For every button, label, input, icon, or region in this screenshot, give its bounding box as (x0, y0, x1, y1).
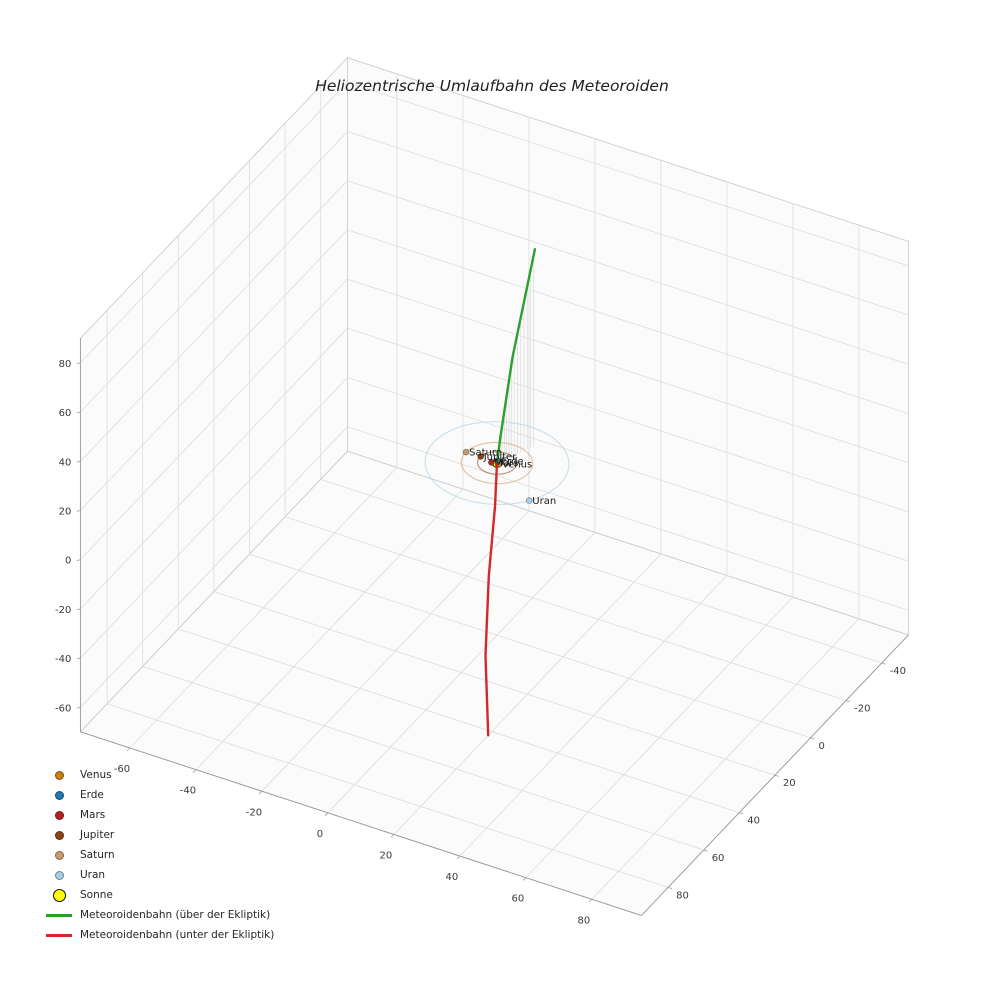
dot-icon (54, 810, 64, 820)
z-tick-label: 40 (59, 457, 72, 468)
x-tick-label: -40 (180, 786, 196, 797)
orbit-uran (424, 420, 570, 506)
dot-icon (54, 870, 64, 880)
planet-marker-mars (488, 459, 495, 466)
planet-label-venus: Venus (502, 459, 532, 470)
planet-label-saturn: Saturn (469, 448, 502, 459)
z-tick-label: -40 (55, 654, 71, 665)
y-tick-label: 20 (783, 778, 796, 789)
legend-label-sonne: Sonne (80, 889, 113, 901)
legend-marker-uran (46, 870, 72, 880)
x-tick-label: 20 (380, 850, 393, 861)
legend: Venus Erde Mars Jupiter Saturn Uran Sonne Meteo… (46, 765, 274, 945)
legend-item-sonne: Sonne (46, 885, 274, 905)
legend-label-erde: Erde (80, 789, 104, 801)
tick-marks (76, 362, 886, 903)
legend-item-meteoroid-above: Meteoroidenbahn (über der Ekliptik) (46, 905, 274, 925)
chart-title: Heliozentrische Umlaufbahn des Meteoroid… (315, 77, 669, 95)
planet-marker-jupiter (477, 453, 485, 460)
x-tick-label: 40 (446, 872, 459, 883)
legend-marker-venus (46, 770, 72, 780)
legend-label-jupiter: Jupiter (80, 829, 115, 841)
y-tick-label: 40 (747, 816, 760, 827)
legend-label-saturn: Saturn (80, 849, 115, 861)
z-tick-label: -60 (55, 703, 71, 714)
legend-item-venus: Venus (46, 765, 274, 785)
line-icon (46, 913, 72, 917)
dot-icon (54, 790, 64, 800)
y-tick-label: 0 (819, 741, 825, 752)
legend-item-erde: Erde (46, 785, 274, 805)
x-tick-label: 0 (317, 829, 323, 840)
x-tick-label: -60 (114, 764, 130, 775)
legend-label-venus: Venus (80, 769, 112, 781)
legend-marker-sonne (46, 888, 72, 902)
legend-marker-mars (46, 810, 72, 820)
z-tick-label: 20 (59, 506, 72, 517)
y-tick-label: -40 (890, 666, 906, 677)
legend-marker-erde (46, 790, 72, 800)
planet-label-jupiter: Jupiter (483, 452, 517, 463)
dot-icon (54, 850, 64, 860)
x-tick-label: 60 (512, 894, 525, 905)
tick-labels: -60 -40 -20 0 20 40 60 80 -40 -20 0 20 40 60 80 -60 -40 -… (55, 359, 906, 926)
dot-icon (54, 830, 64, 840)
legend-label-uran: Uran (80, 869, 106, 881)
planet-label-uran: Uran (532, 496, 556, 507)
legend-item-mars: Mars (46, 805, 274, 825)
planet-label-erde: Erde (501, 456, 524, 467)
dot-icon (52, 888, 66, 902)
planet-marker-uran (525, 497, 533, 504)
legend-item-meteoroid-below: Meteoroidenbahn (unter der Ekliptik) (46, 925, 274, 945)
meteoroid-line-above (495, 248, 537, 465)
grid-lines (80, 73, 909, 900)
y-tick-label: 60 (712, 853, 725, 864)
planet-label-mars: Mars (494, 458, 518, 469)
dot-icon (54, 770, 64, 780)
meteoroid-line-below (484, 461, 499, 737)
stem-lines (497, 254, 535, 463)
legend-marker-saturn (46, 850, 72, 860)
legend-marker-jupiter (46, 830, 72, 840)
legend-marker-meteoroid-below (46, 933, 72, 937)
legend-label-meteoroid-below: Meteoroidenbahn (unter der Ekliptik) (80, 929, 275, 941)
legend-item-saturn: Saturn (46, 845, 274, 865)
legend-label-mars: Mars (80, 809, 106, 821)
z-tick-label: 0 (65, 556, 71, 567)
legend-item-uran: Uran (46, 865, 274, 885)
z-tick-label: -20 (55, 605, 71, 616)
legend-item-jupiter: Jupiter (46, 825, 274, 845)
x-tick-label: -20 (246, 807, 262, 818)
planet-marker-saturn (462, 448, 470, 456)
x-tick-label: 80 (578, 915, 591, 926)
z-tick-label: 60 (59, 408, 72, 419)
legend-marker-meteoroid-above (46, 913, 72, 917)
legend-label-meteoroid-above: Meteoroidenbahn (über der Ekliptik) (80, 909, 271, 921)
line-icon (46, 933, 72, 937)
y-tick-label: -20 (854, 703, 870, 714)
y-tick-label: 80 (676, 890, 689, 901)
z-tick-label: 80 (59, 359, 72, 370)
